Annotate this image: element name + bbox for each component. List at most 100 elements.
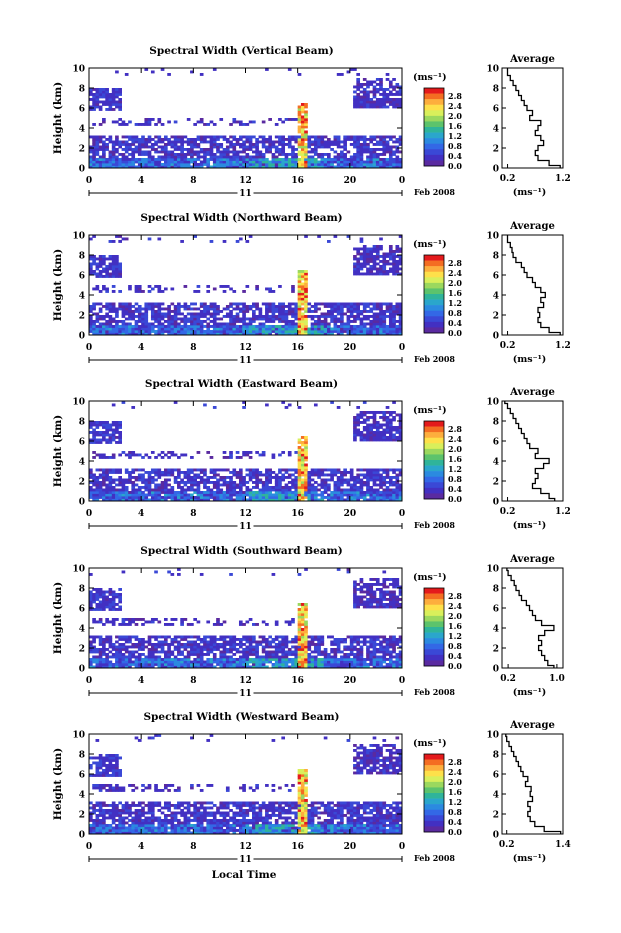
heatmap-cell: [334, 474, 338, 477]
heatmap-cell: [369, 148, 373, 151]
heatmap-cell: [255, 308, 259, 311]
heatmap-cell: [356, 265, 360, 268]
heatmap-cell: [343, 489, 347, 492]
heatmap-cell: [174, 325, 178, 328]
heatmap-cell: [285, 320, 289, 323]
heatmap-cell: [148, 621, 152, 624]
heatmap-cell: [340, 491, 344, 494]
heatmap-cell: [360, 106, 364, 109]
heatmap-cell: [369, 250, 373, 253]
heatmap-cell: [128, 623, 132, 626]
heatmap-cell: [242, 643, 246, 646]
heatmap-cell: [92, 330, 96, 333]
heatmap-cell: [200, 469, 204, 472]
heatmap-cell: [236, 663, 240, 666]
heatmap-cell: [369, 101, 373, 104]
heatmap-cell: [386, 411, 390, 414]
heatmap-cell: [288, 474, 292, 477]
heatmap-cell: [193, 141, 197, 144]
heatmap-cell: [317, 141, 321, 144]
heatmap-cell: [171, 325, 175, 328]
heatmap-cell: [288, 469, 292, 472]
heatmap-cell: [301, 143, 305, 146]
month-label: Feb 2008: [414, 354, 455, 364]
colorbar-swatch: [424, 138, 444, 144]
heatmap-cell: [115, 151, 119, 154]
heatmap-cell: [167, 315, 171, 318]
heatmap-cell: [350, 161, 354, 164]
heatmap-cell: [180, 138, 184, 141]
heatmap-cell: [301, 298, 305, 301]
heatmap-cell: [102, 151, 106, 154]
heatmap-cell: [307, 476, 311, 479]
heatmap-cell: [203, 138, 207, 141]
heatmap-cell: [252, 496, 256, 499]
heatmap-cell: [239, 469, 243, 472]
heatmap-cell: [272, 476, 276, 479]
heatmap-cell: [337, 308, 341, 311]
heatmap-cell: [246, 656, 250, 659]
heatmap-cell: [109, 153, 113, 156]
heatmap-cell: [229, 143, 233, 146]
average-profile-line: [508, 235, 561, 335]
heatmap-cell: [206, 653, 210, 656]
heatmap-cell: [89, 161, 93, 164]
heatmap-cell: [171, 651, 175, 654]
heatmap-cell: [353, 416, 357, 419]
heatmap-cell: [301, 295, 305, 298]
heatmap-cell: [340, 474, 344, 477]
heatmap-cell: [151, 161, 155, 164]
heatmap-cell: [122, 315, 126, 318]
heatmap-cell: [193, 476, 197, 479]
heatmap-cell: [213, 496, 217, 499]
heatmap-cell: [366, 429, 370, 432]
heatmap-cell: [99, 275, 103, 278]
heatmap-cell: [141, 123, 145, 126]
heatmap-cell: [268, 469, 272, 472]
heatmap-cell: [275, 656, 279, 659]
heatmap-cell: [366, 255, 370, 258]
heatmap-cell: [161, 146, 165, 149]
heatmap-cell: [210, 305, 214, 308]
heatmap-cell: [301, 293, 305, 296]
heatmap-cell: [125, 163, 129, 166]
heatmap-cell: [102, 663, 106, 666]
heatmap-cell: [193, 663, 197, 666]
heatmap-cell: [125, 323, 129, 326]
heatmap-cell: [311, 141, 315, 144]
heatmap-cell: [174, 163, 178, 166]
average-profile-line: [508, 68, 561, 168]
heatmap-cell: [115, 608, 119, 611]
heatmap-cell: [259, 151, 263, 154]
heatmap-cell: [353, 328, 357, 331]
heatmap-cell: [366, 481, 370, 484]
heatmap-cell: [259, 310, 263, 313]
heatmap-cell: [369, 156, 373, 159]
heatmap-cell: [360, 484, 364, 487]
heatmap-cell: [268, 643, 272, 646]
heatmap-cell: [255, 471, 259, 474]
heatmap-cell: [226, 148, 230, 151]
heatmap-cell: [171, 486, 175, 489]
heatmap-cell: [99, 481, 103, 484]
average-title: Average: [509, 221, 555, 232]
heatmap-cell: [154, 489, 158, 492]
colorbar-tick-label: 2.0: [448, 111, 462, 121]
heatmap-cell: [112, 161, 116, 164]
heatmap-cell: [382, 313, 386, 316]
heatmap-cell: [389, 426, 393, 429]
heatmap-cell: [177, 158, 181, 161]
heatmap-cell: [236, 315, 240, 318]
heatmap-cell: [219, 161, 223, 164]
heatmap-cell: [330, 318, 334, 321]
heatmap-cell: [317, 469, 321, 472]
heatmap-cell: [99, 323, 103, 326]
heatmap-cell: [229, 636, 233, 639]
heatmap-cell: [232, 163, 236, 166]
heatmap-cell: [288, 303, 292, 306]
heatmap-cell: [223, 494, 227, 497]
heatmap-cell: [340, 320, 344, 323]
heatmap-cell: [128, 476, 132, 479]
heatmap-cell: [236, 451, 240, 454]
heatmap-cell: [376, 320, 380, 323]
